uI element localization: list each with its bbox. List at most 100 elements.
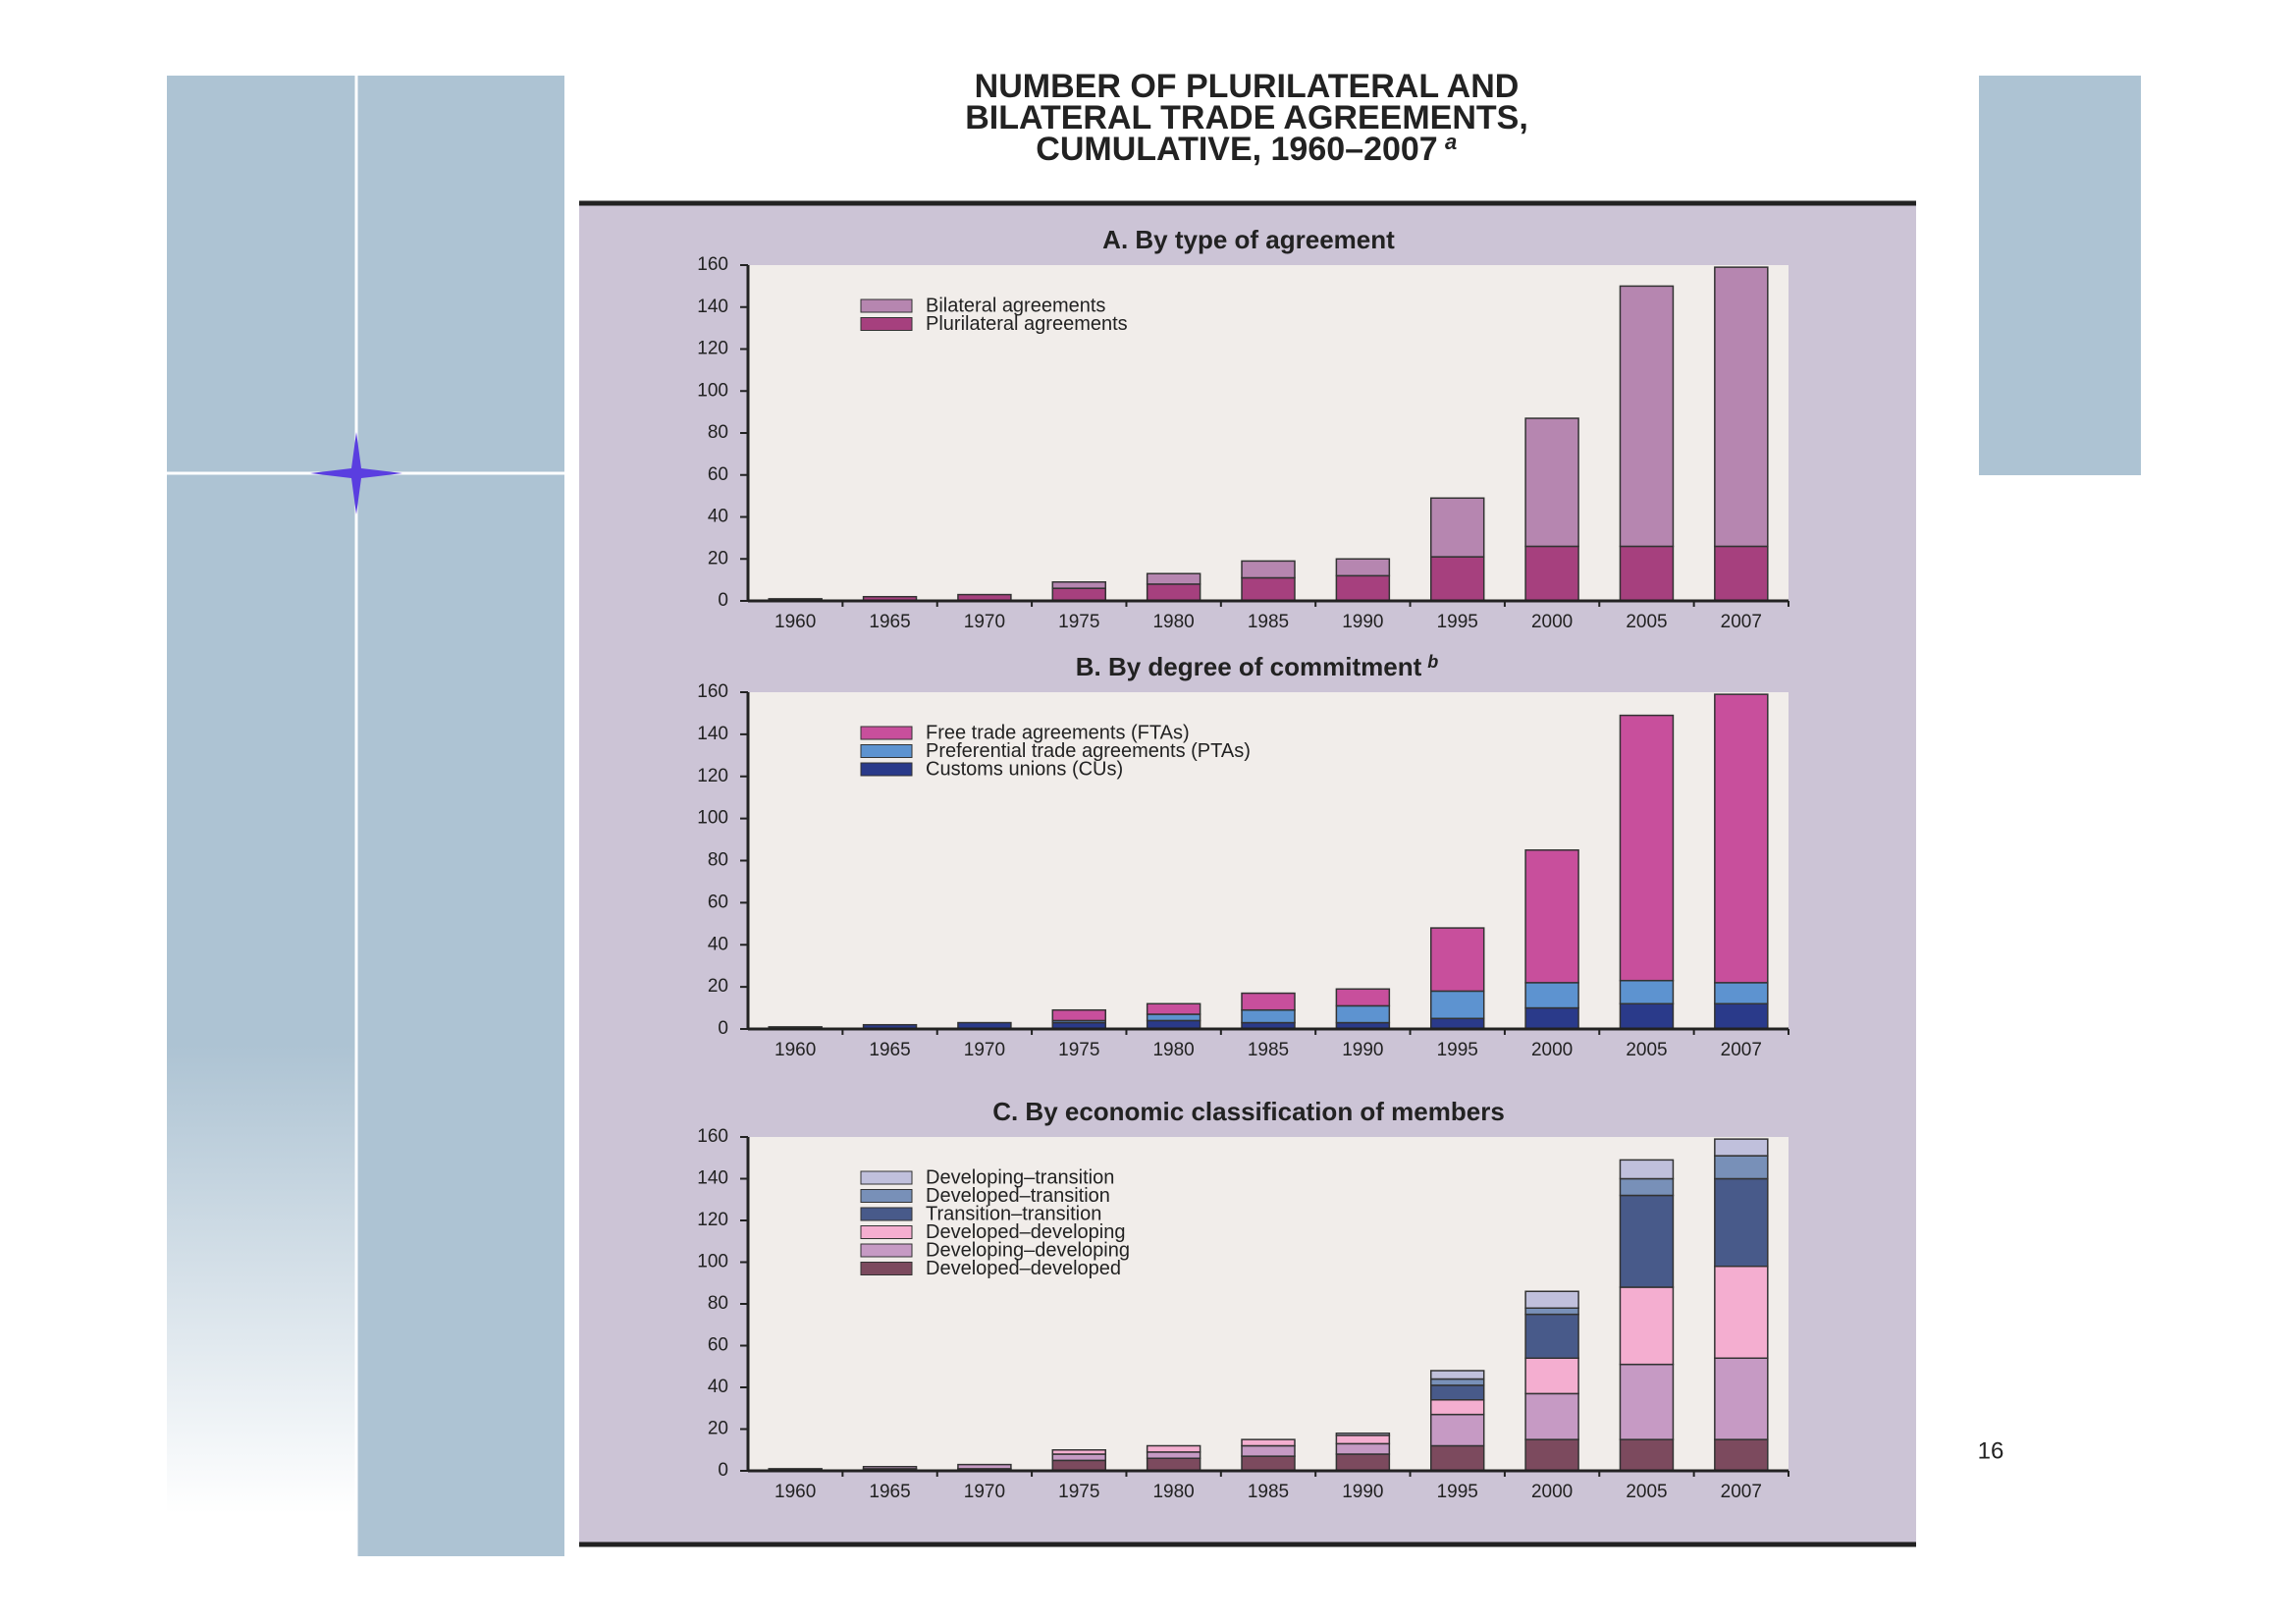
bar-segment (1524, 1392, 1579, 1440)
x-tick-label: 1960 (774, 1482, 816, 1502)
bar-segment (1335, 574, 1391, 602)
bar-segment (1524, 982, 1579, 1009)
legend-swatch (860, 1207, 913, 1221)
x-tick-label: 2007 (1721, 1040, 1762, 1060)
x-tick-label: 1995 (1437, 1482, 1478, 1502)
slide-title: BILATERAL TRADE AGREEMENTS, (965, 99, 1528, 136)
bar-segment (1335, 988, 1391, 1007)
bar-segment (1524, 1307, 1579, 1316)
legend-swatch (860, 1170, 913, 1185)
y-tick-label: 20 (708, 548, 728, 568)
x-tick-label: 2007 (1721, 612, 1762, 632)
bar-segment (1619, 1363, 1675, 1440)
x-tick-label: 1965 (869, 1482, 910, 1502)
legend-swatch (860, 1225, 913, 1239)
bar-segment (1524, 417, 1579, 548)
y-tick-label: 40 (708, 1377, 728, 1397)
y-tick-label: 20 (708, 1419, 728, 1439)
bar-segment (1429, 1384, 1485, 1401)
y-tick-label: 140 (697, 297, 728, 317)
bar-segment (1335, 558, 1391, 577)
bar-segment (1619, 285, 1675, 548)
bar-segment (1619, 714, 1675, 982)
bar-segment (1241, 576, 1296, 602)
bar-segment (1146, 1444, 1201, 1453)
bar-segment (1051, 1453, 1107, 1462)
y-tick-label: 160 (697, 254, 728, 275)
legend-label: Developing–developing (926, 1239, 1130, 1261)
x-tick-label: 2000 (1531, 612, 1573, 632)
bar-segment (1335, 1434, 1391, 1445)
bar-segment (1619, 1002, 1675, 1030)
chart-title: A. By type of agreement (1102, 225, 1395, 254)
y-tick-label: 0 (718, 1460, 728, 1481)
legend-swatch (860, 298, 913, 313)
page-number: 16 (1978, 1437, 2004, 1464)
x-tick-label: 2000 (1531, 1040, 1573, 1060)
bar-segment (1429, 1378, 1485, 1386)
bar-segment (1429, 556, 1485, 602)
x-tick-label: 1980 (1152, 1482, 1194, 1502)
x-tick-label: 1985 (1248, 612, 1289, 632)
bar-segment (1241, 1455, 1296, 1472)
legend-swatch (860, 1243, 913, 1258)
y-tick-label: 160 (697, 1126, 728, 1147)
legend-swatch (860, 762, 913, 777)
bar-segment (1335, 1433, 1391, 1436)
x-tick-label: 2000 (1531, 1482, 1573, 1502)
x-tick-label: 1985 (1248, 1482, 1289, 1502)
bar-segment (1051, 1008, 1107, 1022)
bar-segment (1619, 1286, 1675, 1366)
x-tick-label: 2007 (1721, 1482, 1762, 1502)
legend-label: Developed–developing (926, 1221, 1126, 1243)
bar-segment (1524, 849, 1579, 984)
y-tick-label: 100 (697, 380, 728, 401)
bar-segment (1714, 1138, 1769, 1157)
x-tick-label: 1990 (1342, 612, 1383, 632)
bar-segment (1146, 572, 1201, 585)
title-note: a (1445, 130, 1457, 154)
y-tick-label: 60 (708, 464, 728, 485)
bar-segment (1051, 1449, 1107, 1455)
x-tick-label: 1975 (1058, 1482, 1099, 1502)
x-tick-label: 1980 (1152, 612, 1194, 632)
bar-segment (1619, 1438, 1675, 1472)
bar-segment (1146, 583, 1201, 602)
x-tick-label: 1975 (1058, 612, 1099, 632)
bar-segment (1146, 1002, 1201, 1015)
y-tick-label: 140 (697, 724, 728, 744)
bar-segment (1429, 1370, 1485, 1380)
x-tick-label: 1985 (1248, 1040, 1289, 1060)
x-tick-label: 1990 (1342, 1040, 1383, 1060)
bar-segment (1714, 1002, 1769, 1030)
y-tick-label: 120 (697, 1210, 728, 1230)
y-tick-label: 100 (697, 808, 728, 829)
x-tick-label: 1970 (964, 612, 1005, 632)
bar-segment (1524, 1006, 1579, 1030)
legend-label: Preferential trade agreements (PTAs) (926, 740, 1251, 762)
bar-segment (1146, 1457, 1201, 1472)
bar-segment (1524, 545, 1579, 602)
deco-panel (167, 473, 356, 1514)
x-tick-label: 2005 (1626, 1482, 1667, 1502)
bar-segment (1335, 1453, 1391, 1472)
bar-segment (1429, 1399, 1485, 1416)
legend-label: Developed–transition (926, 1185, 1110, 1207)
bar-segment (862, 1466, 918, 1470)
bar-segment (957, 1463, 1012, 1470)
plot-area (748, 1137, 1789, 1471)
bar-segment (1051, 1459, 1107, 1472)
legend-label: Customs unions (CUs) (926, 758, 1123, 780)
bar-segment (1335, 1004, 1391, 1024)
x-tick-label: 1970 (964, 1040, 1005, 1060)
bar-segment (1619, 1159, 1675, 1180)
bar-segment (1335, 1442, 1391, 1455)
bar-segment (1714, 1266, 1769, 1359)
bar-segment (1714, 545, 1769, 602)
x-tick-label: 1960 (774, 612, 816, 632)
y-tick-label: 80 (708, 422, 728, 443)
legend-label: Bilateral agreements (926, 295, 1105, 316)
y-tick-label: 0 (718, 590, 728, 611)
bar-segment (1429, 1017, 1485, 1030)
